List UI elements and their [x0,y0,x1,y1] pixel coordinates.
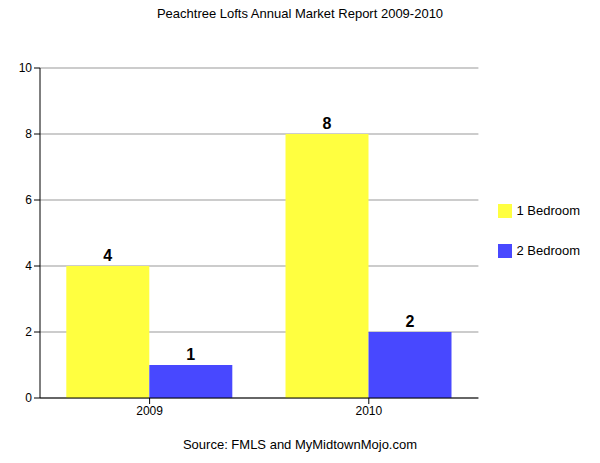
svg-text:2010: 2010 [355,404,382,418]
html-text:2 Bedroom: 2 Bedroom [516,242,580,258]
svg-text:2: 2 [406,313,415,330]
svg-text:2: 2 [25,325,32,339]
svg-text:2009: 2009 [136,404,163,418]
svg-text:0: 0 [25,391,32,405]
svg-text:8: 8 [323,115,332,132]
html-text:1 Bedroom: 1 Bedroom [516,202,580,218]
svg-text:1: 1 [186,346,195,363]
svg-text:8: 8 [25,127,32,141]
html-text:Source: FMLS and MyMidtownMojo: Source: FMLS and MyMidtownMojo.com [183,437,417,452]
svg-text:10: 10 [19,61,33,75]
html-text:Peachtree Lofts Annual Market: Peachtree Lofts Annual Market Report 200… [156,6,444,21]
svg-text:4: 4 [25,259,32,273]
svg-text:4: 4 [103,247,112,264]
svg-text:6: 6 [25,193,32,207]
